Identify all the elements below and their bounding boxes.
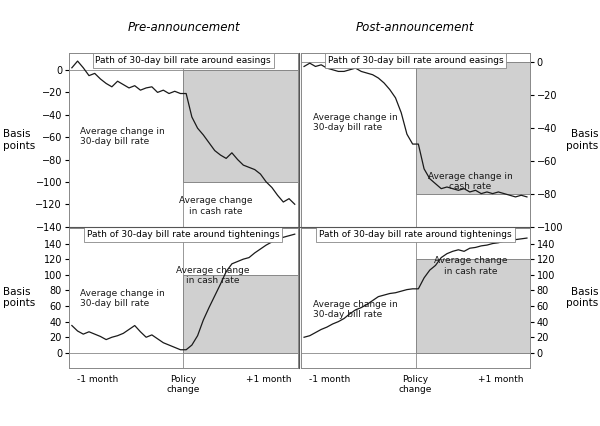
Text: Average change in
cash rate: Average change in cash rate [428, 172, 513, 191]
Text: Post-announcement: Post-announcement [355, 21, 474, 34]
Text: Average change
in cash rate: Average change in cash rate [179, 196, 252, 216]
Bar [184, 275, 301, 353]
Text: Basis
points: Basis points [566, 129, 598, 151]
Text: Average change
in cash rate: Average change in cash rate [176, 266, 250, 285]
Bar [415, 61, 533, 193]
Text: Average change
in cash rate: Average change in cash rate [434, 256, 507, 276]
Text: Average change in
30-day bill rate: Average change in 30-day bill rate [313, 113, 397, 132]
Text: Average change in
30-day bill rate: Average change in 30-day bill rate [313, 300, 397, 319]
Text: Path of 30-day bill rate around easings: Path of 30-day bill rate around easings [95, 56, 271, 65]
Text: Path of 30-day bill rate around easings: Path of 30-day bill rate around easings [328, 56, 503, 65]
Text: Basis
points: Basis points [566, 287, 598, 308]
Text: Pre-announcement: Pre-announcement [128, 21, 241, 34]
Bar [184, 70, 301, 182]
Text: Average change in
30-day bill rate: Average change in 30-day bill rate [80, 288, 165, 308]
Text: Average change in
30-day bill rate: Average change in 30-day bill rate [80, 127, 165, 146]
Text: Path of 30-day bill rate around tightenings: Path of 30-day bill rate around tighteni… [87, 230, 280, 239]
Text: Basis
points: Basis points [3, 129, 35, 151]
Text: Basis
points: Basis points [3, 287, 35, 308]
Text: Path of 30-day bill rate around tightenings: Path of 30-day bill rate around tighteni… [319, 230, 512, 239]
Bar [415, 259, 533, 353]
